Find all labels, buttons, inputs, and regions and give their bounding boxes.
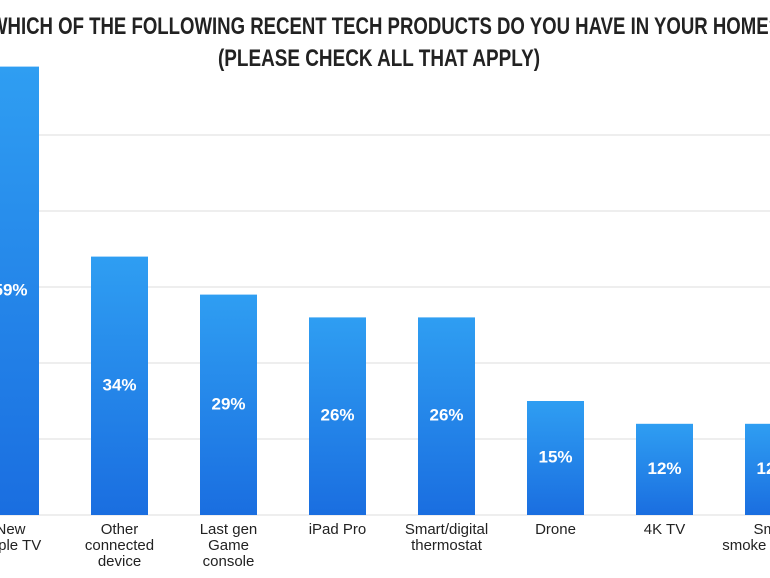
value-label: 59% (0, 280, 28, 299)
chart-subtitle: (PLEASE CHECK ALL THAT APPLY) (218, 45, 540, 72)
value-label: 34% (102, 375, 136, 394)
value-label: 12% (647, 459, 681, 478)
value-label: 12% (756, 459, 770, 478)
value-label: 29% (211, 394, 245, 413)
bar (0, 66, 39, 515)
x-tick-label: Last gen Game console (199, 521, 258, 570)
value-label: 26% (429, 406, 463, 425)
bar (91, 256, 148, 515)
x-tick-label: Other connected device (84, 521, 155, 570)
x-tick-label: Smart smoke detector (722, 521, 770, 554)
x-tick-label: New Apple TV (0, 521, 42, 554)
chart-title: WHICH OF THE FOLLOWING RECENT TECH PRODU… (0, 13, 770, 40)
bar (200, 294, 257, 515)
x-tick-label: Smart/digital thermostat (404, 521, 489, 554)
bar (309, 317, 366, 515)
x-tick-label: iPad Pro (308, 521, 367, 538)
x-tick-label: 4K TV (643, 521, 686, 538)
bar (636, 423, 693, 515)
value-label: 26% (320, 406, 354, 425)
bar (418, 317, 475, 515)
x-tick-label: Drone (535, 521, 576, 538)
value-label: 15% (538, 447, 572, 466)
bar (745, 423, 770, 515)
bar (527, 401, 584, 515)
